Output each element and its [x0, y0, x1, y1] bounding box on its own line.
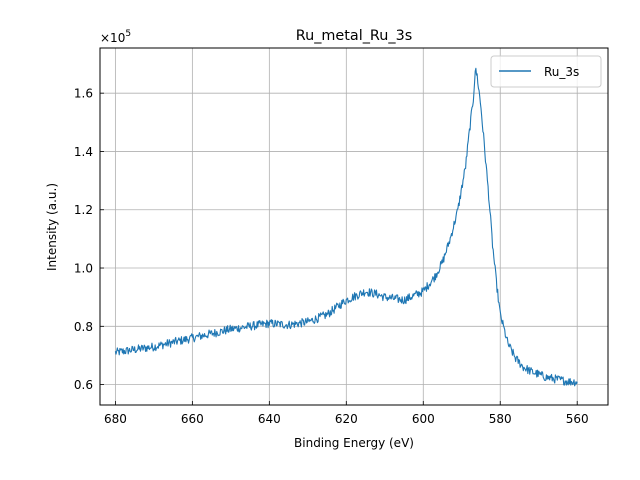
y-tick-label: 1.6: [74, 87, 93, 101]
legend-label-ru-3s: Ru_3s: [544, 65, 579, 79]
legend-box: [490, 55, 602, 88]
y-tick-label: 1.4: [74, 145, 93, 159]
x-tick-label: 640: [258, 412, 281, 426]
y-axis-ticks: 0.6 0.8 1.0 1.2 1.4 1.6: [74, 87, 104, 392]
x-axis-ticks: 680 660 640 620 600 580 560: [104, 401, 589, 426]
y-tick-label: 1.0: [74, 262, 93, 276]
x-tick-label: 660: [181, 412, 204, 426]
y-axis-offset-text: ×105: [100, 29, 131, 45]
plot-area-frame: [99, 47, 609, 406]
x-tick-label: 560: [566, 412, 589, 426]
x-tick-label: 580: [489, 412, 512, 426]
grid: [100, 48, 608, 405]
y-tick-label: 0.8: [74, 320, 93, 334]
x-axis-label: Binding Energy (eV): [294, 436, 414, 450]
series-group: [114, 67, 578, 387]
y-axis-offset-exponent: 5: [125, 29, 131, 39]
y-axis-label: Intensity (a.u.): [45, 183, 59, 271]
y-tick-label: 0.6: [74, 378, 93, 392]
legend: Ru_3s: [490, 55, 602, 88]
y-tick-label: 1.2: [74, 203, 93, 217]
x-tick-label: 620: [335, 412, 358, 426]
y-axis-offset-base: ×10: [100, 31, 125, 45]
x-tick-label: 600: [412, 412, 435, 426]
series-line-ru-3s: [114, 67, 578, 387]
chart-title: Ru_metal_Ru_3s: [296, 28, 413, 44]
x-tick-label: 680: [104, 412, 127, 426]
